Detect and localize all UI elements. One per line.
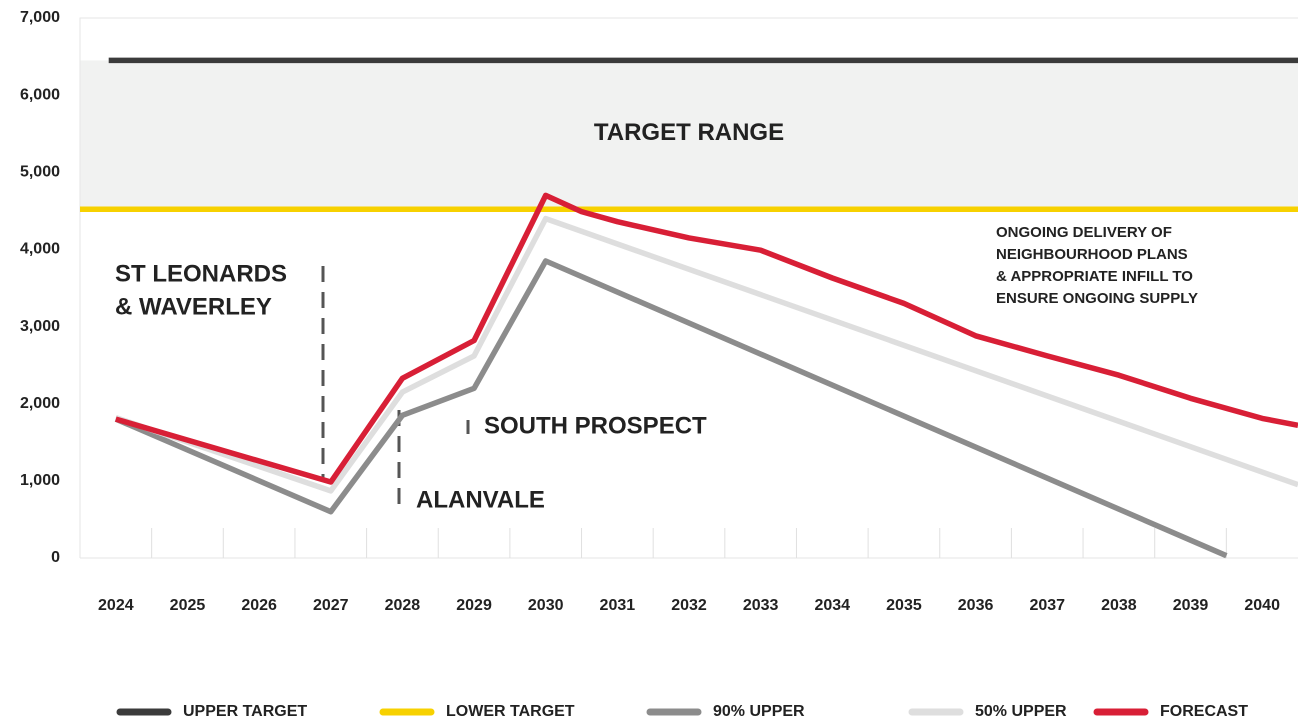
x-tick-label: 2036 — [958, 597, 994, 614]
x-tick-label: 2029 — [456, 597, 492, 614]
x-tick-label: 2033 — [743, 597, 779, 614]
x-tick-label: 2028 — [385, 597, 421, 614]
legend-label: 50% UPPER — [975, 703, 1067, 720]
x-tick-label: 2026 — [241, 597, 277, 614]
legend-label: FORECAST — [1160, 703, 1248, 720]
legend-label: 90% UPPER — [713, 703, 805, 720]
x-tick-label: 2035 — [886, 597, 922, 614]
y-tick-label: 3,000 — [20, 318, 60, 335]
annotation: NEIGHBOURHOOD PLANS — [996, 246, 1188, 263]
annotation: & WAVERLEY — [115, 293, 272, 320]
x-tick-label: 2040 — [1244, 597, 1280, 614]
plot-frame — [79, 17, 1298, 558]
x-tick-label: 2034 — [814, 597, 850, 614]
target-band — [80, 60, 1298, 210]
annotation: ST LEONARDS — [115, 260, 287, 287]
legend-label: UPPER TARGET — [183, 703, 307, 720]
x-tick-label: 2025 — [170, 597, 206, 614]
y-tick-label: 4,000 — [20, 241, 60, 258]
y-tick-label: 0 — [51, 549, 60, 566]
y-tick-label: 6,000 — [20, 86, 60, 103]
annotation: ALANVALE — [416, 486, 545, 513]
legend-label: LOWER TARGET — [446, 703, 575, 720]
series-line — [114, 258, 1228, 559]
x-tick-label: 2032 — [671, 597, 707, 614]
y-tick-label: 2,000 — [20, 395, 60, 412]
x-tick-label: 2037 — [1029, 597, 1065, 614]
x-tick-label: 2027 — [313, 597, 349, 614]
x-tick-label: 2038 — [1101, 597, 1137, 614]
band-label: TARGET RANGE — [594, 119, 784, 146]
annotation: & APPROPRIATE INFILL TO — [996, 268, 1193, 285]
y-tick-label: 5,000 — [20, 164, 60, 181]
annotation: SOUTH PROSPECT — [484, 412, 707, 439]
annotation: ENSURE ONGOING SUPPLY — [996, 290, 1198, 307]
x-tick-label: 2030 — [528, 597, 564, 614]
x-tick-label: 2031 — [600, 597, 636, 614]
x-tick-label: 2039 — [1173, 597, 1209, 614]
y-tick-label: 1,000 — [20, 472, 60, 489]
series-line — [114, 215, 1298, 494]
series-line — [115, 192, 1298, 485]
annotation: ONGOING DELIVERY OF — [996, 224, 1172, 241]
y-tick-label: 7,000 — [20, 9, 60, 26]
x-tick-label: 2024 — [98, 597, 134, 614]
